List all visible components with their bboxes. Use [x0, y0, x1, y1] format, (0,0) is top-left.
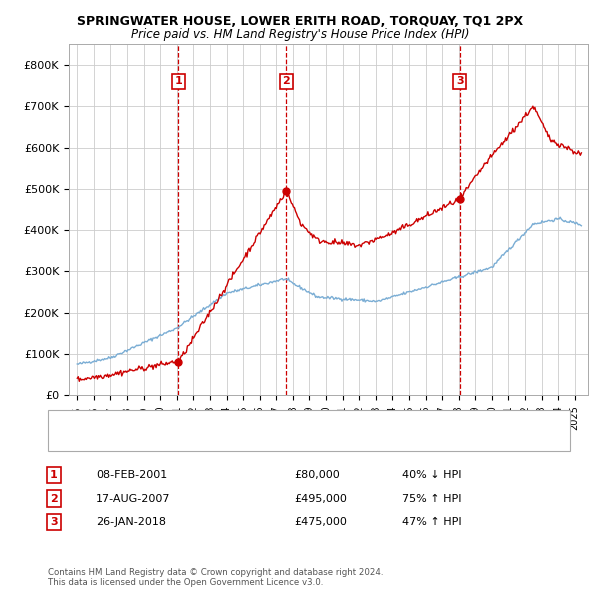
- Text: 47% ↑ HPI: 47% ↑ HPI: [402, 517, 461, 527]
- Text: HPI: Average price, detached house, Torbay: HPI: Average price, detached house, Torb…: [81, 437, 294, 446]
- Text: —: —: [54, 412, 69, 428]
- Text: 17-AUG-2007: 17-AUG-2007: [96, 494, 170, 503]
- Text: 1: 1: [175, 77, 182, 86]
- Text: 2: 2: [283, 77, 290, 86]
- Text: —: —: [54, 434, 69, 449]
- Text: 08-FEB-2001: 08-FEB-2001: [96, 470, 167, 480]
- Text: 1: 1: [50, 470, 58, 480]
- Text: 2: 2: [50, 494, 58, 503]
- Text: Price paid vs. HM Land Registry's House Price Index (HPI): Price paid vs. HM Land Registry's House …: [131, 28, 469, 41]
- Text: Contains HM Land Registry data © Crown copyright and database right 2024.
This d: Contains HM Land Registry data © Crown c…: [48, 568, 383, 587]
- Text: £475,000: £475,000: [294, 517, 347, 527]
- Text: 40% ↓ HPI: 40% ↓ HPI: [402, 470, 461, 480]
- Text: 3: 3: [456, 77, 464, 86]
- Text: 75% ↑ HPI: 75% ↑ HPI: [402, 494, 461, 503]
- Text: £80,000: £80,000: [294, 470, 340, 480]
- Text: 26-JAN-2018: 26-JAN-2018: [96, 517, 166, 527]
- Text: SPRINGWATER HOUSE, LOWER ERITH ROAD, TORQUAY, TQ1 2PX: SPRINGWATER HOUSE, LOWER ERITH ROAD, TOR…: [77, 15, 523, 28]
- Text: SPRINGWATER HOUSE, LOWER ERITH ROAD, TORQUAY, TQ1 2PX (detached house): SPRINGWATER HOUSE, LOWER ERITH ROAD, TOR…: [81, 415, 485, 425]
- Text: 3: 3: [50, 517, 58, 527]
- Text: £495,000: £495,000: [294, 494, 347, 503]
